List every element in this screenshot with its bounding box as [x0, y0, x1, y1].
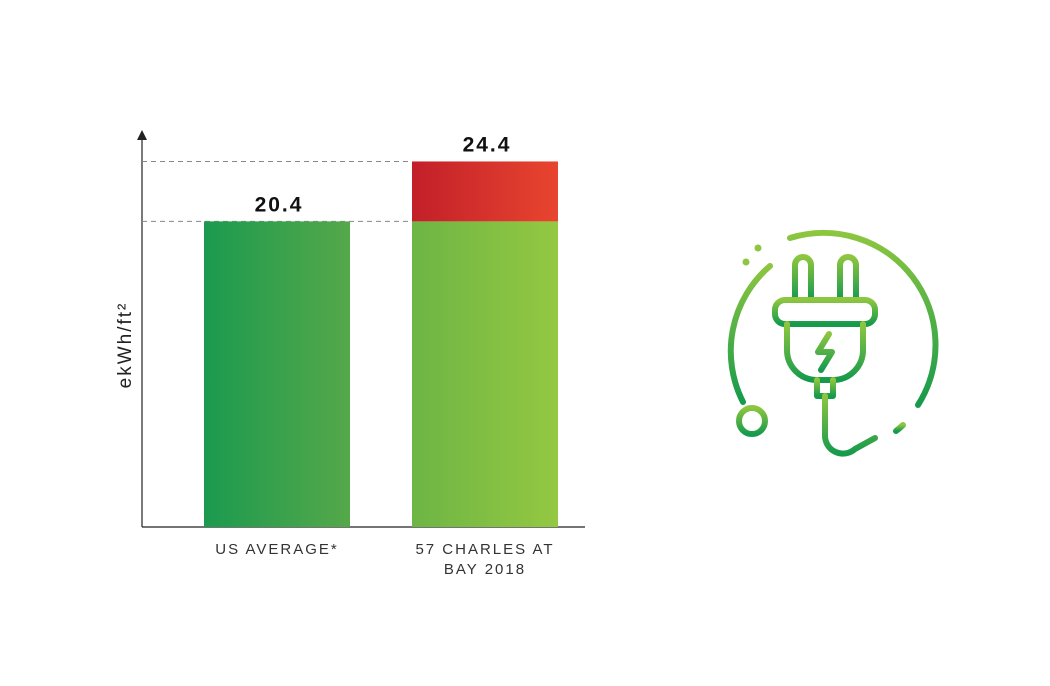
- x-tick-label: 57 CHARLES AT BAY 2018: [415, 541, 555, 578]
- value-label: 20.4: [255, 193, 304, 216]
- bar: [204, 221, 350, 528]
- x-tick-label: US AVERAGE*: [215, 541, 339, 558]
- bar-segment: [412, 221, 558, 528]
- bar-excess: [412, 161, 558, 222]
- y-axis-label: ekWh/ft²: [115, 302, 136, 389]
- value-label: 24.4: [463, 133, 512, 156]
- plug-icon: [727, 229, 939, 457]
- y-axis-arrow: [137, 130, 147, 140]
- icon-dot: [742, 258, 750, 266]
- icon-dot: [754, 244, 762, 252]
